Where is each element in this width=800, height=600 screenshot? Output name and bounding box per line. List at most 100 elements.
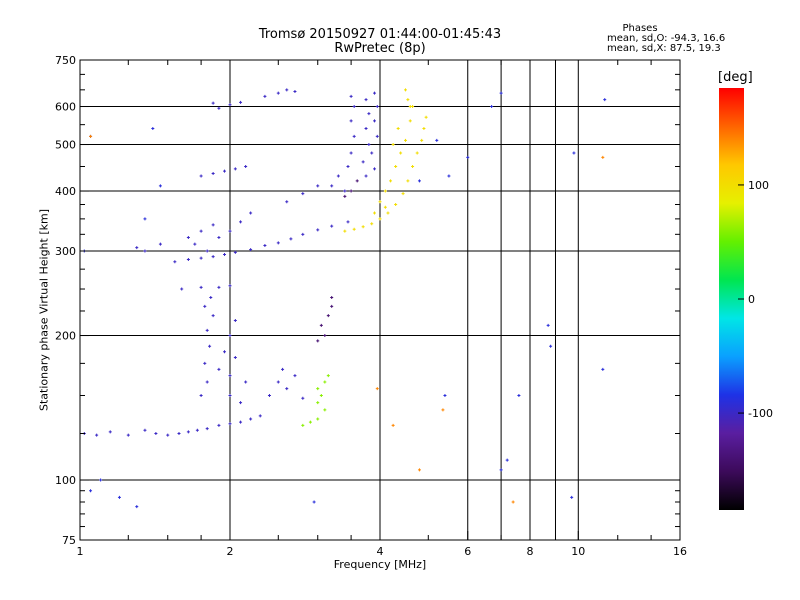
data-point bbox=[99, 478, 103, 482]
data-point bbox=[135, 246, 139, 250]
data-point bbox=[244, 380, 248, 384]
data-point bbox=[378, 200, 382, 204]
y-tick-label: 500 bbox=[55, 139, 76, 152]
data-point bbox=[361, 160, 365, 164]
stats-heading: Phases bbox=[622, 23, 658, 34]
colorbar-unit-label: [deg] bbox=[718, 70, 753, 85]
data-point bbox=[316, 401, 320, 405]
plot-ticks: 1 2 4 6 8 10 16 75 100 200 300 400 500 600 750 bbox=[55, 54, 687, 558]
data-point bbox=[89, 489, 93, 493]
data-point bbox=[346, 164, 350, 168]
data-point bbox=[208, 344, 212, 348]
data-point bbox=[346, 220, 350, 224]
data-point bbox=[285, 200, 289, 204]
data-point bbox=[186, 430, 190, 434]
data-point bbox=[293, 374, 297, 378]
data-point bbox=[406, 98, 410, 102]
data-point bbox=[386, 211, 390, 215]
data-point bbox=[505, 458, 509, 462]
data-point bbox=[217, 236, 221, 240]
colorbar-tick-label: -100 bbox=[748, 407, 773, 420]
data-point bbox=[233, 318, 237, 322]
data-point bbox=[205, 380, 209, 384]
data-point bbox=[441, 408, 445, 412]
data-point bbox=[276, 241, 280, 245]
stats-x-mode: mean, sd,X: 87.5, 19.3 bbox=[607, 43, 721, 54]
data-point bbox=[330, 296, 334, 300]
data-point bbox=[383, 205, 387, 209]
x-axis-label: Frequency [MHz] bbox=[333, 558, 427, 571]
data-point bbox=[364, 98, 368, 102]
data-point bbox=[326, 314, 330, 318]
data-point bbox=[154, 432, 158, 436]
data-point bbox=[417, 468, 421, 472]
data-point bbox=[89, 134, 93, 138]
data-point bbox=[199, 285, 203, 289]
data-point bbox=[276, 91, 280, 95]
data-point bbox=[233, 355, 237, 359]
data-point bbox=[349, 119, 353, 123]
data-point bbox=[443, 394, 447, 398]
data-point bbox=[355, 179, 359, 183]
data-point bbox=[211, 101, 215, 105]
data-point bbox=[258, 414, 262, 418]
data-point bbox=[352, 227, 356, 231]
data-point bbox=[217, 423, 221, 427]
data-point bbox=[233, 167, 237, 171]
data-point bbox=[211, 255, 215, 259]
data-point bbox=[301, 192, 305, 196]
data-point bbox=[373, 167, 377, 171]
data-point bbox=[420, 138, 424, 142]
data-point bbox=[228, 334, 232, 338]
data-point bbox=[239, 401, 243, 405]
data-point bbox=[285, 88, 289, 92]
data-point bbox=[209, 296, 213, 300]
data-point bbox=[546, 323, 550, 327]
x-tick-label: 6 bbox=[464, 545, 471, 558]
x-tick-label: 1 bbox=[77, 545, 84, 558]
data-point bbox=[349, 94, 353, 98]
data-point bbox=[281, 367, 285, 371]
data-point bbox=[223, 253, 227, 257]
data-point bbox=[205, 249, 209, 253]
chart-title-line1: Tromsø 20150927 01:44:00-01:45:43 bbox=[258, 27, 502, 42]
data-point bbox=[364, 174, 368, 178]
data-point bbox=[301, 423, 305, 427]
data-point bbox=[373, 211, 377, 215]
data-point bbox=[367, 143, 371, 147]
data-point bbox=[422, 126, 426, 130]
x-tick-label: 8 bbox=[527, 545, 534, 558]
data-point bbox=[399, 151, 403, 155]
y-tick-label: 75 bbox=[62, 534, 76, 547]
data-point bbox=[394, 164, 398, 168]
data-point bbox=[117, 495, 121, 499]
data-point bbox=[343, 194, 347, 198]
data-point bbox=[517, 394, 521, 398]
data-point bbox=[408, 119, 412, 123]
data-point bbox=[373, 91, 377, 95]
data-point bbox=[211, 223, 215, 227]
y-tick-label: 600 bbox=[55, 101, 76, 114]
data-point bbox=[166, 433, 170, 437]
data-point bbox=[319, 394, 323, 398]
data-point bbox=[424, 115, 428, 119]
data-point bbox=[330, 184, 334, 188]
data-point bbox=[435, 138, 439, 142]
colorbar-tick-label: 100 bbox=[748, 179, 769, 192]
data-point bbox=[199, 229, 203, 233]
data-point bbox=[316, 387, 320, 391]
data-point bbox=[367, 112, 371, 116]
data-point bbox=[249, 417, 253, 421]
data-point bbox=[301, 232, 305, 236]
data-point bbox=[319, 323, 323, 327]
colorbar-tick-label: 0 bbox=[748, 293, 755, 306]
data-point bbox=[415, 151, 419, 155]
data-point bbox=[289, 237, 293, 241]
data-point bbox=[466, 155, 470, 159]
data-point bbox=[336, 174, 340, 178]
data-point bbox=[203, 304, 207, 308]
colorbar: 100 0 -100 bbox=[719, 88, 773, 510]
data-point bbox=[205, 427, 209, 431]
data-point bbox=[195, 428, 199, 432]
data-point bbox=[95, 433, 99, 437]
